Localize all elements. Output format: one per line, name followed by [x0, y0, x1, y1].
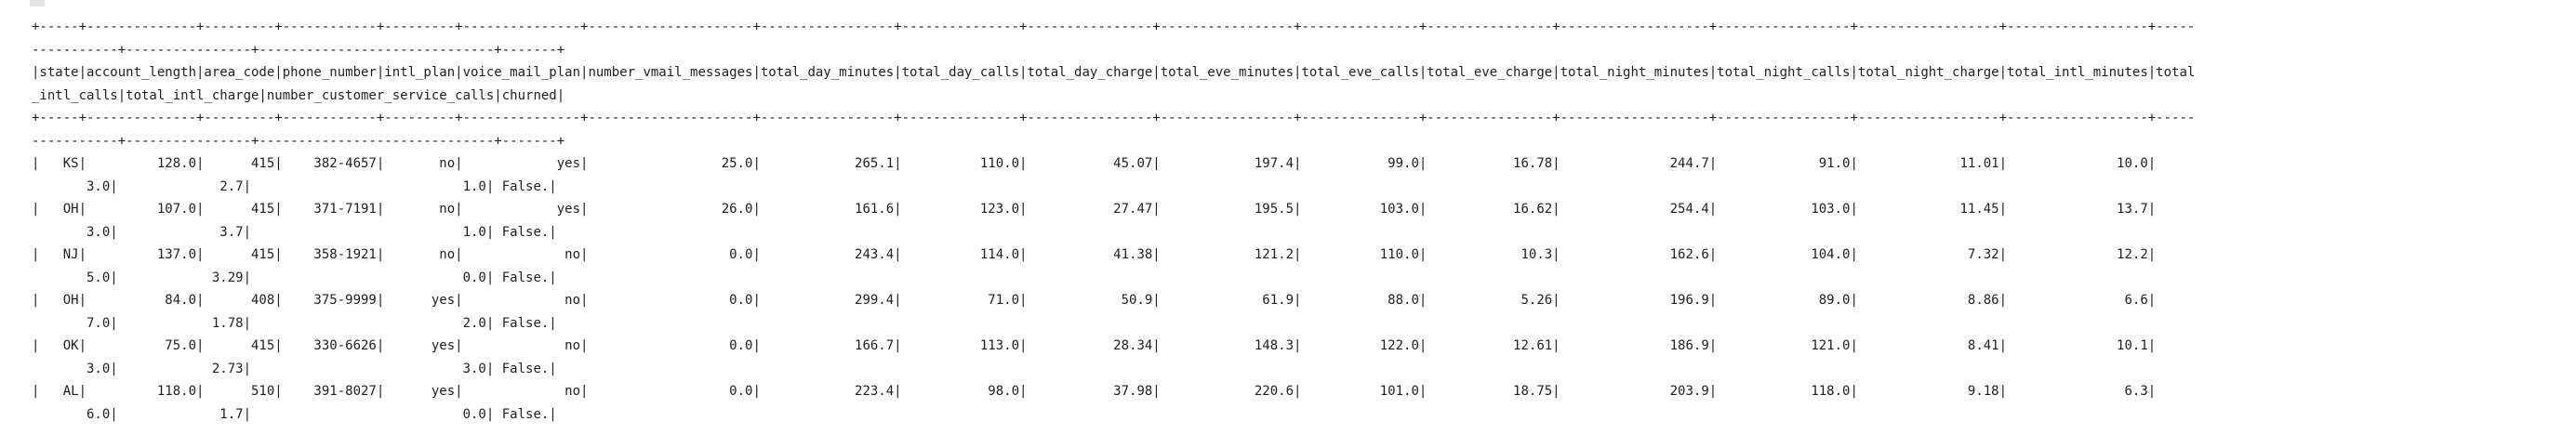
- table-row-wrap: 3.0| 2.7| 1.0| False.|: [32, 178, 557, 194]
- table-header-border-wrap: -----------+----------------+-----------…: [32, 133, 565, 149]
- table-row: | NJ| 137.0| 415| 358-1921| no| no| 0.0|…: [32, 247, 2157, 262]
- table-row: | OK| 75.0| 415| 330-6626| yes| no| 0.0|…: [32, 338, 2157, 353]
- table-row-wrap: 6.0| 1.7| 0.0| False.|: [32, 406, 557, 422]
- table-border-top-wrap: -----------+----------------+-----------…: [32, 42, 565, 58]
- scrollbar-stub[interactable]: [30, 0, 45, 7]
- table-header-border: +-----+--------------+---------+--------…: [32, 111, 2196, 125]
- table-row: | KS| 128.0| 415| 382-4657| no| yes| 25.…: [32, 156, 2157, 171]
- table-row-wrap: 5.0| 3.29| 0.0| False.|: [32, 270, 557, 285]
- table-row: | AL| 118.0| 510| 391-8027| yes| no| 0.0…: [32, 384, 2157, 399]
- table-row: | OH| 84.0| 408| 375-9999| yes| no| 0.0|…: [32, 293, 2157, 308]
- dataframe-show-output: +-----+--------------+---------+--------…: [32, 16, 2195, 426]
- table-border-top: +-----+--------------+---------+--------…: [32, 20, 2196, 34]
- table-header: |state|account_length|area_code|phone_nu…: [32, 65, 2196, 80]
- table-header-wrap: _intl_calls|total_intl_charge|number_cus…: [32, 87, 565, 103]
- table-row-wrap: 3.0| 2.73| 3.0| False.|: [32, 361, 557, 376]
- table-row: | OH| 107.0| 415| 371-7191| no| yes| 26.…: [32, 202, 2157, 217]
- table-row-wrap: 7.0| 1.78| 2.0| False.|: [32, 315, 557, 331]
- table-row-wrap: 3.0| 3.7| 1.0| False.|: [32, 224, 557, 240]
